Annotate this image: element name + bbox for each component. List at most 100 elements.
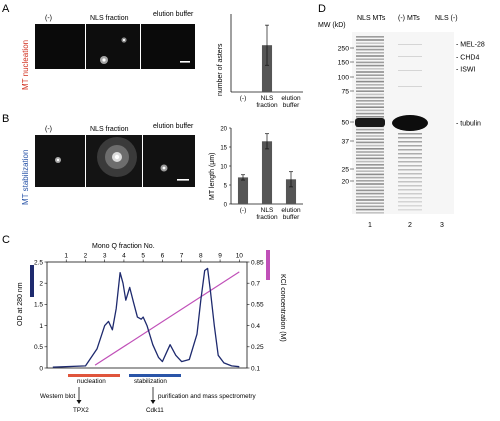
mw-marker-label: 50 — [341, 119, 349, 126]
gel-band — [356, 96, 384, 99]
mw-marker-label: 250 — [338, 45, 350, 52]
right-axis-color-key — [266, 250, 270, 280]
panel-b-letter: B — [2, 113, 9, 125]
gel-band — [356, 205, 384, 208]
gel-band-tubulin-lane2 — [392, 115, 428, 131]
x-tick-label: 1 — [64, 253, 68, 260]
gel-band-tubulin-lane1 — [355, 118, 385, 127]
panel-c-stabilization-bar — [129, 374, 181, 377]
y-left-tick-label: 0.5 — [34, 344, 43, 351]
x-tick-label: 2 — [84, 253, 88, 260]
x-tick-label: 4 — [122, 253, 126, 260]
gel-band — [356, 176, 384, 179]
panel-c-nucleation-bar — [68, 374, 120, 377]
gel-band — [356, 71, 384, 73]
gel-band — [398, 149, 422, 151]
gel-band — [398, 70, 422, 71]
gel-band — [356, 157, 384, 160]
gel-band — [356, 167, 384, 169]
panel-d-lane3-label: NLS (-) — [435, 15, 458, 22]
gel-band — [356, 192, 384, 195]
panel-b-label-elution: elution buffer — [153, 123, 194, 130]
panel-d-lane-number-3: 3 — [440, 222, 444, 229]
category-label: fraction — [256, 214, 278, 221]
category-label: buffer — [283, 214, 300, 221]
bar — [261, 141, 273, 204]
gel-band — [356, 164, 384, 166]
panel-a-label-elution: elution buffer — [153, 11, 194, 18]
gel-band — [398, 205, 422, 207]
panel-b-label-minus: (-) — [45, 126, 52, 133]
panel-d-letter: D — [318, 3, 326, 15]
category-label: (-) — [240, 207, 247, 214]
gel-band — [356, 202, 384, 204]
y-left-tick-label: 2 — [39, 281, 43, 288]
gel-band — [356, 116, 384, 118]
gel-band — [356, 138, 384, 140]
gel-band — [356, 208, 384, 211]
gel-band — [398, 56, 422, 57]
panel-a-scale-bar — [180, 61, 190, 63]
gel-band — [398, 165, 422, 167]
gel-band — [356, 90, 384, 92]
gel-band — [398, 141, 422, 143]
y-tick-label: 15 — [220, 145, 227, 151]
gel-band — [356, 93, 384, 96]
panel-b-aster-spots — [55, 137, 168, 177]
gel-band — [398, 145, 422, 147]
panel-c-purify-label: purification and mass spectrometry — [158, 393, 256, 400]
panel-b-side-label: MT stabilization — [21, 150, 30, 205]
panel-d-mw-label: MW (kD) — [318, 22, 346, 29]
panel-a-image-minus — [35, 24, 85, 69]
mw-marker-label: 25 — [341, 166, 349, 173]
plot-frame — [46, 261, 248, 369]
y-tick-label: 20 — [220, 126, 227, 132]
panel-d-lane-number-1: 1 — [368, 222, 372, 229]
gel-band — [398, 133, 422, 135]
panel-a-label-nls: NLS fraction — [90, 15, 129, 22]
panel-d-mw-markers: 250 150 100 75 50 37 25 20 — [338, 45, 354, 185]
gel-band — [398, 201, 422, 203]
y-right-tick-label: 0.7 — [251, 281, 260, 288]
gel-band — [356, 42, 384, 44]
gel-band — [398, 181, 422, 183]
panel-c-arrows — [76, 387, 156, 404]
gel-band — [398, 44, 422, 45]
panel-a-side-label: MT nucleation — [21, 40, 30, 90]
left-axis-color-key — [30, 265, 34, 297]
y-tick-label: 5 — [224, 183, 228, 189]
panel-c-cdk11-label: Cdk11 — [146, 407, 164, 414]
bar — [285, 179, 297, 204]
gel-band — [398, 197, 422, 199]
gel-band — [356, 212, 384, 214]
panel-c-nucleation-label: nucleation — [77, 378, 106, 385]
x-tick-label: 8 — [199, 253, 203, 260]
bar — [261, 45, 273, 92]
gel-band — [356, 160, 384, 163]
gel-band — [356, 128, 384, 131]
gel-band — [356, 64, 384, 67]
bar — [237, 177, 249, 204]
y-right-tick-label: 0.1 — [251, 365, 260, 372]
category-label: fraction — [256, 102, 278, 109]
gel-band — [356, 36, 384, 38]
gel-band — [356, 196, 384, 198]
gel-band — [356, 52, 384, 54]
gel-band — [356, 144, 384, 147]
gel-band — [356, 112, 384, 115]
panel-b-label-nls: NLS fraction — [90, 126, 129, 133]
gel-band — [356, 61, 384, 64]
panel-a-letter: A — [2, 3, 10, 15]
gel-band — [356, 106, 384, 108]
y-right-tick-label: 0.4 — [251, 323, 260, 330]
gel-band — [356, 141, 384, 144]
band-label: - CHD4 — [456, 54, 479, 61]
od-280-line — [52, 267, 240, 368]
x-tick-label: 6 — [161, 253, 165, 260]
gel-band — [356, 132, 384, 134]
panel-b-chart-ylabel: MT length (μm) — [209, 153, 216, 200]
gel-band — [398, 173, 422, 175]
gel-band — [356, 45, 384, 48]
gel-band — [356, 68, 384, 70]
